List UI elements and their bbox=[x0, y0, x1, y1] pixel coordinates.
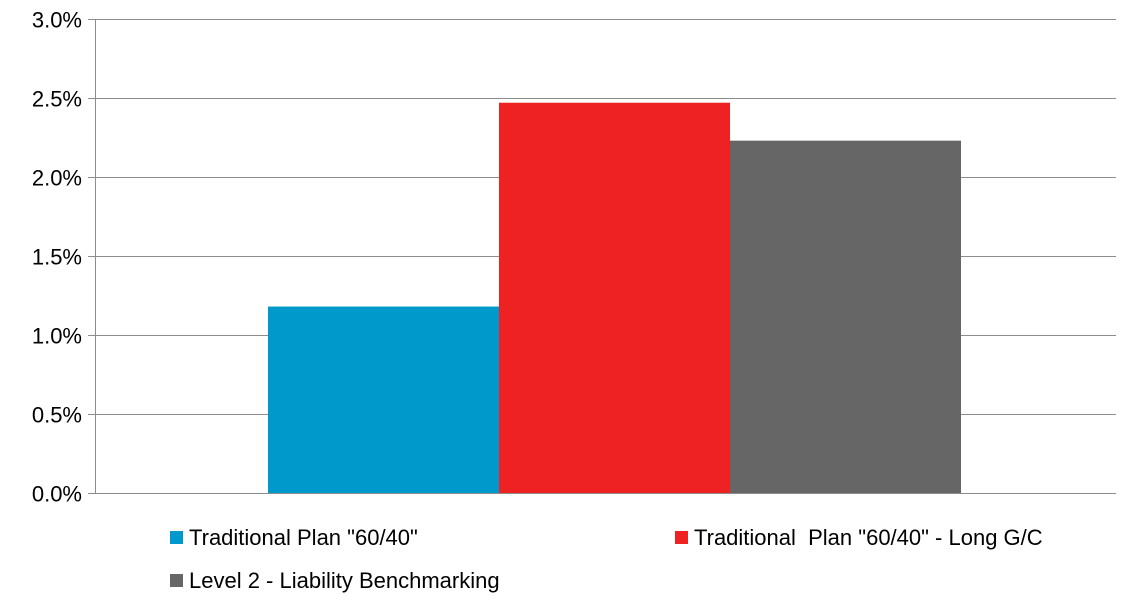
legend-swatch bbox=[170, 574, 183, 587]
y-tick-label: 2.5% bbox=[32, 87, 82, 112]
legend-swatch bbox=[675, 531, 688, 544]
legend-label: Traditional Plan "60/40" - Long G/C bbox=[694, 525, 1043, 550]
bar bbox=[268, 306, 499, 493]
y-tick-label: 0.5% bbox=[32, 403, 82, 428]
legend-label: Traditional Plan "60/40" bbox=[189, 525, 418, 550]
bars bbox=[268, 102, 961, 494]
bar bbox=[499, 102, 730, 494]
legend: Traditional Plan "60/40" Traditional Plan… bbox=[170, 525, 1043, 593]
bar bbox=[730, 140, 961, 493]
y-axis: 0.0% 0.5% 1.0% 1.5% 2.0% 2.5% 3.0% bbox=[32, 8, 96, 507]
y-tick-label: 1.5% bbox=[32, 245, 82, 270]
y-tick-label: 3.0% bbox=[32, 8, 82, 33]
y-tick-label: 0.0% bbox=[32, 482, 82, 507]
y-tick-label: 1.0% bbox=[32, 324, 82, 349]
y-tick-label: 2.0% bbox=[32, 166, 82, 191]
legend-swatch bbox=[170, 531, 183, 544]
legend-label: Level 2 - Liability Benchmarking bbox=[189, 568, 500, 593]
